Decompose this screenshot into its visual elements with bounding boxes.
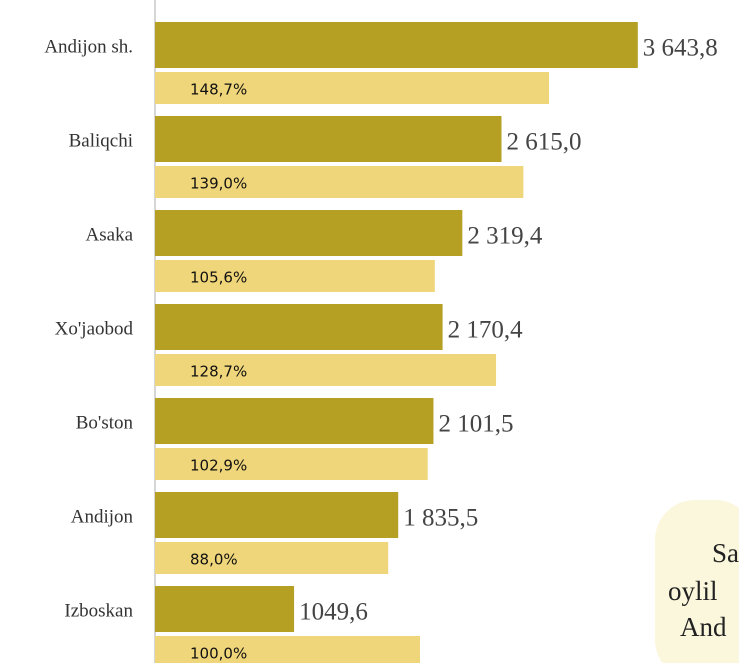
value-label: 105,6% — [190, 269, 247, 287]
bar — [155, 542, 389, 574]
value-label: 2 319,4 — [467, 223, 543, 250]
bar — [155, 398, 434, 444]
value-label: 102,9% — [190, 457, 247, 475]
category-label: Asaka — [86, 224, 134, 245]
category-label: Andijon sh. — [44, 36, 133, 57]
value-label: 3 643,8 — [643, 35, 718, 62]
value-label: 139,0% — [190, 175, 247, 193]
value-label: 100,0% — [190, 645, 247, 663]
bar — [155, 304, 443, 350]
bar — [155, 210, 463, 256]
bar — [155, 636, 420, 663]
category-label: Andijon — [71, 506, 134, 527]
bar — [155, 586, 295, 632]
note-text: Sa — [712, 538, 739, 568]
category-label: Bo'ston — [76, 412, 134, 433]
value-label: 88,0% — [190, 551, 238, 569]
value-label: 1049,6 — [299, 599, 368, 626]
bar — [155, 166, 524, 198]
value-label: 1 835,5 — [403, 505, 478, 532]
bar — [155, 22, 638, 68]
category-label: Izboskan — [64, 600, 133, 621]
value-label: 128,7% — [190, 363, 247, 381]
note-box — [655, 500, 739, 663]
bar — [155, 492, 399, 538]
bar — [155, 72, 550, 104]
bar — [155, 448, 428, 480]
bar — [155, 116, 502, 162]
note-text: And — [680, 612, 727, 642]
bar — [155, 354, 497, 386]
value-label: 148,7% — [190, 81, 247, 99]
value-label: 2 101,5 — [438, 411, 513, 438]
note-text: oylil — [668, 576, 718, 606]
value-label: 2 170,4 — [448, 317, 524, 344]
value-label: 2 615,0 — [506, 129, 581, 156]
bar — [155, 260, 435, 292]
category-label: Baliqchi — [69, 130, 133, 151]
category-label: Xo'jaobod — [55, 318, 134, 339]
